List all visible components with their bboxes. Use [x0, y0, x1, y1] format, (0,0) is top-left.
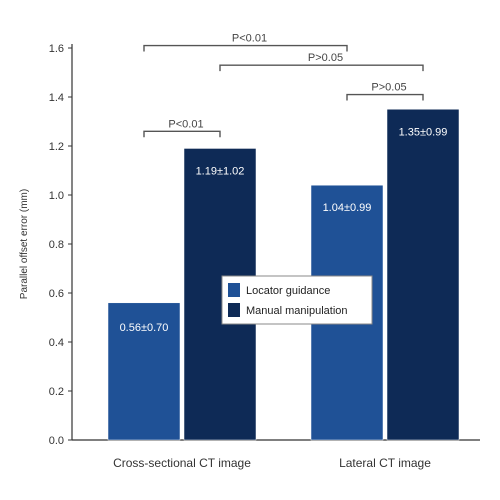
- legend-box: [221, 275, 373, 325]
- y-tick-label-8: 1.6: [49, 43, 64, 55]
- legend-swatch-0: [228, 283, 240, 297]
- significance-label-2: P<0.01: [168, 118, 203, 130]
- bar-1-1: [386, 109, 460, 441]
- y-tick-label-7: 1.4: [49, 92, 64, 104]
- y-axis-label: Parallel offset error (mm): [19, 189, 30, 299]
- legend-swatch-1: [228, 303, 240, 317]
- bar-label-1-0: 1.04±0.99: [323, 202, 372, 214]
- y-tick-label-3: 0.6: [49, 288, 64, 300]
- significance-label-0: P<0.01: [232, 33, 267, 45]
- y-tick-label-2: 0.4: [49, 337, 64, 349]
- bar-0-0: [107, 302, 181, 441]
- legend-label-0: Locator guidance: [246, 285, 330, 297]
- significance-bracket-1: [219, 64, 424, 72]
- y-tick-label-4: 0.8: [49, 239, 64, 251]
- significance-bracket-3: [346, 93, 424, 101]
- bar-label-0-1: 1.19±1.02: [196, 165, 245, 177]
- bar-label-1-1: 1.35±0.99: [399, 126, 448, 138]
- bar-label-0-0: 0.56±0.70: [120, 322, 169, 334]
- y-tick-label-6: 1.2: [49, 141, 64, 153]
- significance-label-3: P>0.05: [371, 82, 406, 94]
- significance-bracket-2: [143, 130, 221, 138]
- y-tick-label-1: 0.2: [49, 386, 64, 398]
- bar-0-1: [183, 148, 257, 441]
- y-tick-label-5: 1.0: [49, 190, 64, 202]
- legend-label-1: Manual manipulation: [246, 305, 348, 317]
- y-tick-label-0: 0.0: [49, 435, 64, 447]
- category-label-0: Cross-sectional CT image: [113, 456, 251, 470]
- significance-label-1: P>0.05: [308, 52, 343, 64]
- significance-bracket-0: [143, 44, 348, 52]
- category-label-1: Lateral CT image: [339, 456, 431, 470]
